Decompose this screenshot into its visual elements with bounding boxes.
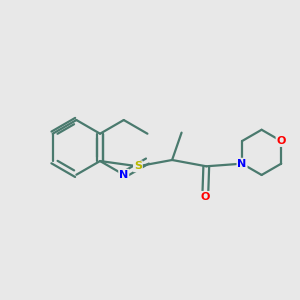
Text: S: S (134, 161, 142, 171)
Text: O: O (200, 192, 210, 202)
Text: N: N (119, 170, 128, 180)
Text: N: N (237, 159, 247, 169)
Text: O: O (277, 136, 286, 146)
